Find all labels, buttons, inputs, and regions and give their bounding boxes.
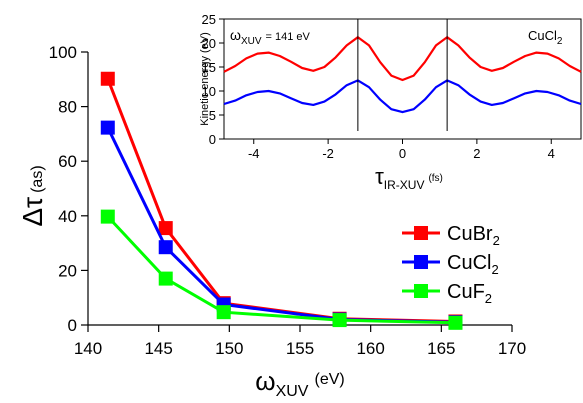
inset-x-tick-label: 0 xyxy=(399,146,406,161)
main-y-tick-label: 40 xyxy=(58,207,77,226)
legend: CuBr2 CuCl2 CuF2 xyxy=(402,223,500,306)
inset-vertical-markers xyxy=(357,19,448,131)
main-series-group xyxy=(100,71,463,330)
legend-swatch-2 xyxy=(414,284,428,298)
inset-y-tick-label: 15 xyxy=(202,60,216,75)
main-data-point-0 xyxy=(100,71,115,86)
main-y-tick-label: 100 xyxy=(49,43,77,62)
main-data-point-1 xyxy=(100,120,115,135)
main-y-ticks: 0 20 40 60 80 100 xyxy=(49,43,88,335)
main-y-tick-label: 80 xyxy=(58,98,77,117)
main-y-label: Δτ(as) xyxy=(17,165,48,226)
legend-swatch-0 xyxy=(414,226,428,240)
inset-x-tick-label: -2 xyxy=(322,146,334,161)
inset-series-group xyxy=(223,36,582,114)
inset-x-tick-label: 2 xyxy=(473,146,480,161)
legend-swatch-1 xyxy=(414,255,428,269)
inset-series-line-0 xyxy=(223,36,582,82)
main-data-point-2 xyxy=(332,313,347,328)
main-data-point-2 xyxy=(216,305,231,320)
legend-label-0: CuBr2 xyxy=(447,223,500,248)
main-x-tick-label: 155 xyxy=(286,339,314,358)
legend-label-1: CuCl2 xyxy=(447,252,499,277)
inset-x-tick-label: -4 xyxy=(248,146,260,161)
main-y-tick-label: 60 xyxy=(58,152,77,171)
main-x-label: ωXUV(eV) xyxy=(255,366,344,400)
main-x-tick-label: 140 xyxy=(74,339,102,358)
main-data-point-1 xyxy=(158,240,173,255)
inset-x-tick-label: 4 xyxy=(548,146,555,161)
main-data-point-0 xyxy=(158,221,173,236)
main-data-point-2 xyxy=(100,209,115,224)
main-data-point-2 xyxy=(448,315,463,330)
inset-title: ωXUV = 141 eV xyxy=(230,27,311,47)
inset-y-ticks: 0 5 10 15 20 25 xyxy=(202,12,224,147)
inset-y-tick-label: 10 xyxy=(202,84,216,99)
main-x-tick-label: 145 xyxy=(144,339,172,358)
inset-label-right: CuCl2 xyxy=(528,28,563,47)
inset-y-label: Kinetic energy (eV) xyxy=(199,32,211,126)
main-data-point-2 xyxy=(158,271,173,286)
inset-x-ticks: -4 -2 0 2 4 xyxy=(248,139,555,161)
main-y-tick-label: 0 xyxy=(68,316,77,335)
main-x-tick-label: 170 xyxy=(498,339,526,358)
main-x-tick-label: 160 xyxy=(356,339,384,358)
inset-y-tick-label: 0 xyxy=(209,132,216,147)
main-x-tick-label: 150 xyxy=(215,339,243,358)
legend-label-2: CuF2 xyxy=(447,281,492,306)
inset-y-tick-label: 5 xyxy=(209,108,216,123)
main-y-tick-label: 20 xyxy=(58,261,77,280)
inset-y-tick-label: 25 xyxy=(202,12,216,27)
inset-x-label: τIR-XUV (fs) xyxy=(375,164,443,192)
inset-y-tick-label: 20 xyxy=(202,36,216,51)
inset-series-line-1 xyxy=(223,79,582,114)
main-x-ticks: 140 145 150 155 160 165 170 xyxy=(74,325,526,358)
main-x-tick-label: 165 xyxy=(427,339,455,358)
inset-chart: -4 -2 0 2 4 0 5 10 15 20 25 ωXUV = 141 eV CuCl2 Ki… xyxy=(199,12,582,192)
